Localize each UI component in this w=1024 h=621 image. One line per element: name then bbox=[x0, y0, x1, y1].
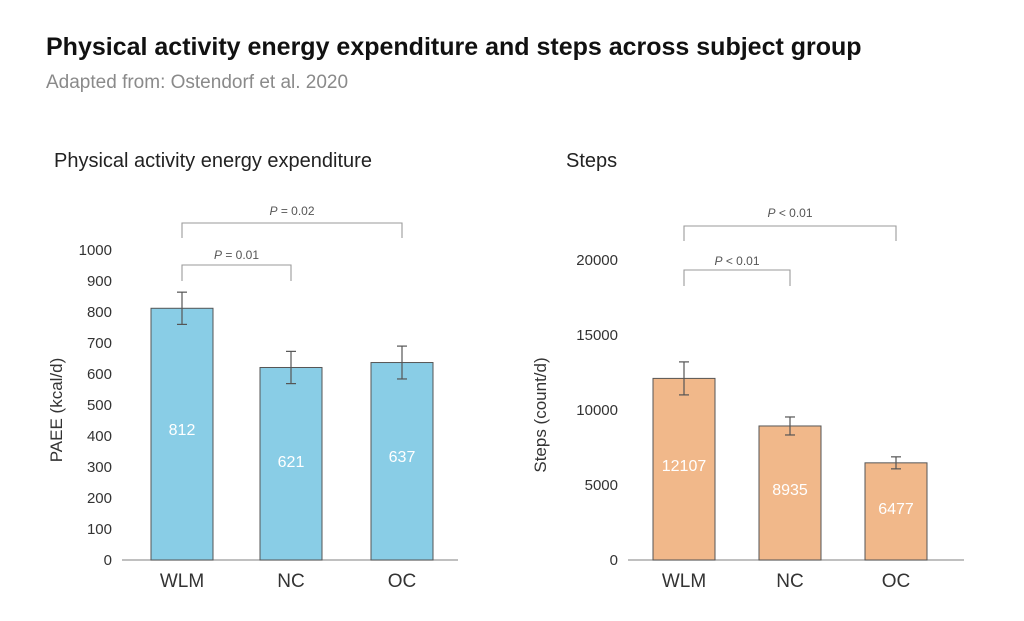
steps-bar-nc bbox=[758, 425, 822, 561]
paee-y-tick-label: 200 bbox=[87, 490, 112, 507]
steps-y-tick-label: 10000 bbox=[576, 402, 618, 419]
steps-significance-bracket bbox=[683, 225, 897, 241]
paee-significance-label: P = 0.02 bbox=[269, 204, 314, 218]
paee-y-tick-label: 400 bbox=[87, 428, 112, 445]
paee-y-tick-label: 800 bbox=[87, 304, 112, 321]
paee-bar-oc bbox=[370, 362, 434, 561]
paee-y-tick-label: 900 bbox=[87, 273, 112, 290]
steps-significance-bracket bbox=[683, 269, 791, 286]
paee-value-label: 637 bbox=[389, 449, 416, 466]
steps-significance-label: P < 0.01 bbox=[767, 206, 812, 220]
paee-value-label: 621 bbox=[278, 454, 305, 471]
steps-bar-oc bbox=[864, 462, 928, 561]
paee-bar-wlm bbox=[150, 307, 214, 561]
page-title: Physical activity energy expenditure and… bbox=[46, 33, 862, 61]
paee-y-tick-label: 500 bbox=[87, 397, 112, 414]
paee-chart-title: Physical activity energy expenditure bbox=[54, 150, 372, 172]
steps-y-tick-label: 15000 bbox=[576, 327, 618, 344]
steps-significance-label: P < 0.01 bbox=[714, 254, 759, 268]
steps-value-label: 12107 bbox=[662, 458, 707, 475]
steps-chart-title: Steps bbox=[566, 150, 617, 172]
steps-y-axis-label: Steps (count/d) bbox=[531, 357, 550, 472]
paee-category-label: OC bbox=[388, 571, 417, 592]
paee-y-axis-label: PAEE (kcal/d) bbox=[47, 358, 66, 463]
steps-value-label: 8935 bbox=[772, 482, 808, 499]
paee-y-tick-label: 1000 bbox=[79, 242, 112, 259]
paee-y-tick-label: 0 bbox=[104, 552, 112, 569]
page-subtitle: Adapted from: Ostendorf et al. 2020 bbox=[46, 72, 349, 93]
paee-significance-bracket bbox=[181, 222, 403, 238]
paee-y-tick-label: 300 bbox=[87, 459, 112, 476]
paee-y-tick-label: 600 bbox=[87, 366, 112, 383]
paee-value-label: 812 bbox=[169, 422, 196, 439]
paee-category-label: WLM bbox=[160, 571, 204, 592]
steps-y-tick-label: 20000 bbox=[576, 252, 618, 269]
steps-category-label: OC bbox=[882, 571, 911, 592]
paee-bar-nc bbox=[259, 366, 323, 561]
steps-category-label: NC bbox=[776, 571, 803, 592]
steps-bar-wlm bbox=[652, 377, 716, 561]
steps-value-label: 6477 bbox=[878, 501, 914, 518]
paee-significance-bracket bbox=[181, 264, 292, 281]
steps-y-tick-label: 5000 bbox=[585, 477, 618, 494]
paee-significance-label: P = 0.01 bbox=[214, 248, 259, 262]
paee-y-tick-label: 100 bbox=[87, 521, 112, 538]
steps-y-tick-label: 0 bbox=[610, 552, 618, 569]
paee-category-label: NC bbox=[277, 571, 304, 592]
paee-y-tick-label: 700 bbox=[87, 335, 112, 352]
steps-category-label: WLM bbox=[662, 571, 706, 592]
